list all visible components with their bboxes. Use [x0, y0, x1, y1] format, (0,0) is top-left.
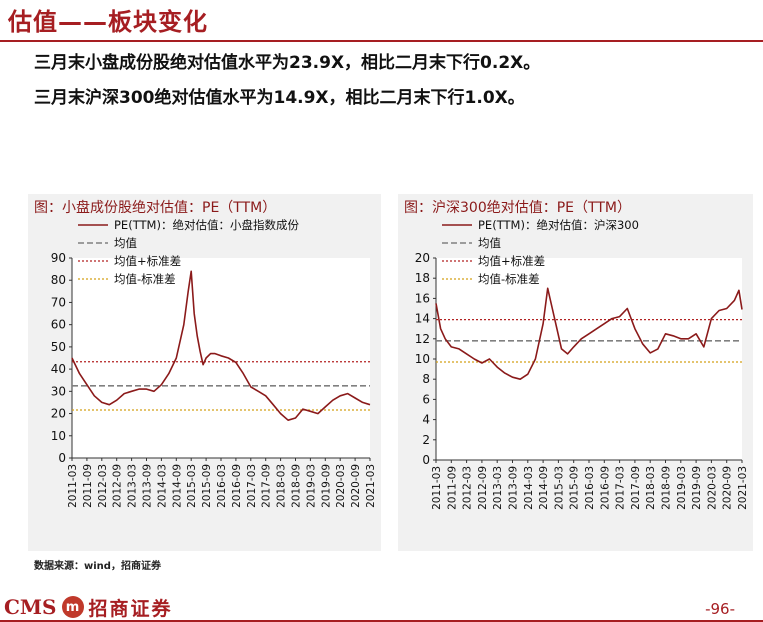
- x-tick-label: 2020-03: [706, 466, 718, 510]
- x-tick-label: 2011-09: [446, 466, 458, 510]
- x-tick-label: 2012-09: [112, 464, 124, 508]
- x-tick-label: 2013-03: [127, 464, 139, 508]
- x-tick-label: 2021-03: [365, 464, 377, 508]
- x-tick-label: 2016-03: [216, 464, 228, 508]
- chart-title: 图：小盘成份股绝对估值：PE（TTM）: [34, 200, 277, 216]
- x-tick-label: 2018-03: [645, 466, 657, 510]
- x-tick-label: 2012-09: [477, 466, 489, 510]
- x-tick-label: 2016-09: [231, 464, 243, 508]
- x-tick-label: 2014-09: [171, 464, 183, 508]
- x-tick-label: 2014-03: [523, 466, 535, 510]
- y-tick-label: 30: [51, 384, 66, 398]
- y-tick-label: 14: [415, 312, 430, 326]
- title-divider: [0, 40, 763, 42]
- x-tick-label: 2011-03: [431, 466, 443, 510]
- y-tick-label: 0: [422, 453, 430, 467]
- x-tick-label: 2019-03: [305, 464, 317, 508]
- legend-label: 均值+标准差: [478, 254, 545, 268]
- x-tick-label: 2015-09: [569, 466, 581, 510]
- y-tick-label: 0: [58, 451, 66, 465]
- x-tick-label: 2016-09: [599, 466, 611, 510]
- legend-label: 均值: [114, 236, 137, 250]
- y-tick-label: 2: [422, 433, 430, 447]
- x-tick-label: 2017-09: [261, 464, 273, 508]
- y-tick-label: 8: [422, 372, 430, 386]
- logo-text-cn: 招商证券: [88, 597, 173, 620]
- x-tick-label: 2017-09: [630, 466, 642, 510]
- x-tick-label: 2011-03: [67, 464, 79, 508]
- plot-area: [72, 258, 370, 458]
- chart-small-cap-pe: 0 10 20 30 40 50 60 70 80 90 2011-03 2011-09 2012-03…: [51, 218, 377, 508]
- y-tick-label: 70: [51, 295, 66, 309]
- legend-label: 均值+标准差: [114, 254, 181, 268]
- legend-label: 均值-标准差: [478, 272, 540, 286]
- x-tick-label: 2011-09: [82, 464, 94, 508]
- chart-panel-small-cap: 图：小盘成份股绝对估值：PE（TTM） 0 10 20 30 40 50 60 70 80 90 2…: [28, 194, 381, 551]
- y-tick-label: 20: [51, 407, 66, 421]
- pe-series-line: [435, 287, 743, 380]
- legend-label: PE(TTM)：绝对估值：沪深300: [478, 218, 639, 232]
- x-tick-label: 2020-03: [335, 464, 347, 508]
- plot-area: [436, 258, 742, 460]
- pe-series-line: [71, 270, 371, 421]
- x-tick-label: 2016-03: [584, 466, 596, 510]
- x-tick-label: 2019-03: [676, 466, 688, 510]
- legend-label: PE(TTM)：绝对估值：小盘指数成份: [114, 218, 299, 232]
- y-tick-label: 4: [422, 413, 430, 427]
- chart-panel-hs300: 图：沪深300绝对估值：PE（TTM） 0 2 4 6 8 10 12 14 16 18 20 201…: [398, 194, 753, 551]
- x-tick-label: 2013-09: [508, 466, 520, 510]
- y-tick-label: 12: [415, 332, 430, 346]
- page-number: -96-: [705, 600, 735, 618]
- x-tick-label: 2017-03: [615, 466, 627, 510]
- x-tick-label: 2015-03: [553, 466, 565, 510]
- legend-label: 均值: [478, 236, 501, 250]
- legend-label: 均值-标准差: [114, 272, 176, 286]
- x-tick-label: 2014-09: [538, 466, 550, 510]
- logo-text-cms: CMS: [4, 595, 57, 619]
- y-tick-label: 10: [51, 429, 66, 443]
- y-tick-label: 6: [422, 392, 430, 406]
- x-tick-label: 2017-03: [246, 464, 258, 508]
- x-tick-label: 2015-03: [186, 464, 198, 508]
- chart-title: 图：沪深300绝对估值：PE（TTM）: [404, 200, 631, 216]
- x-tick-label: 2021-03: [737, 466, 749, 510]
- footer-divider: [0, 620, 763, 622]
- x-tick-label: 2018-03: [276, 464, 288, 508]
- y-tick-label: 20: [415, 251, 430, 265]
- y-tick-label: 90: [51, 251, 66, 265]
- y-tick-label: 40: [51, 362, 66, 376]
- data-source: 数据来源：wind，招商证券: [34, 561, 161, 572]
- y-tick-label: 60: [51, 318, 66, 332]
- x-tick-label: 2015-09: [201, 464, 213, 508]
- x-tick-label: 2013-03: [492, 466, 504, 510]
- summary-line-hs300: 三月末沪深300绝对估值水平为14.9X，相比二月末下行1.0X。: [34, 88, 525, 108]
- x-tick-label: 2018-09: [291, 464, 303, 508]
- y-tick-label: 10: [415, 352, 430, 366]
- x-tick-label: 2019-09: [320, 464, 332, 508]
- x-tick-label: 2012-03: [462, 466, 474, 510]
- y-tick-label: 50: [51, 340, 66, 354]
- y-tick-label: 16: [415, 291, 430, 305]
- y-tick-label: 80: [51, 273, 66, 287]
- page-title: 估值——板块变化: [8, 8, 208, 36]
- summary-line-small-cap: 三月末小盘成份股绝对估值水平为23.9X，相比二月末下行0.2X。: [34, 53, 541, 73]
- x-tick-label: 2020-09: [722, 466, 734, 510]
- x-tick-label: 2019-09: [691, 466, 703, 510]
- logo-emblem-icon: m: [61, 596, 84, 618]
- y-tick-label: 18: [415, 271, 430, 285]
- company-logo: CMS m 招商证券: [4, 594, 173, 620]
- x-tick-label: 2018-09: [661, 466, 673, 510]
- x-tick-label: 2013-09: [142, 464, 154, 508]
- x-tick-label: 2014-03: [156, 464, 168, 508]
- x-tick-label: 2012-03: [97, 464, 109, 508]
- x-tick-label: 2020-09: [350, 464, 362, 508]
